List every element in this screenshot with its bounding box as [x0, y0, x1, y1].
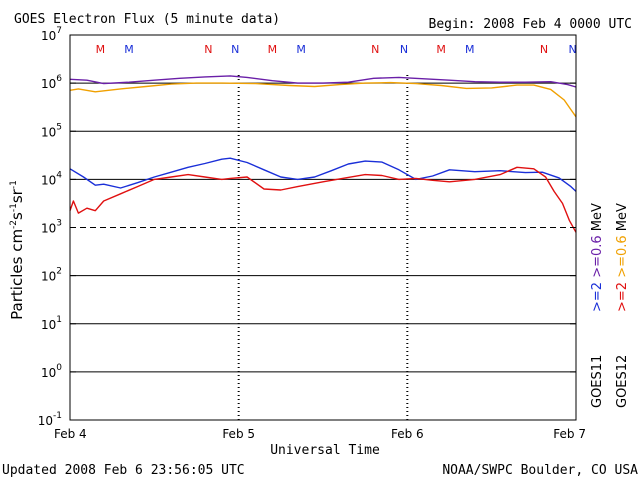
- updated-time: Updated 2008 Feb 6 23:56:05 UTC: [2, 463, 245, 478]
- y-tick-label: 104: [41, 170, 62, 187]
- legend-goes12: GOES12: [615, 355, 630, 408]
- y-axis-label-part: Particles cm: [8, 229, 26, 320]
- chart-title: GOES Electron Flux (5 minute data): [14, 12, 280, 27]
- mn-marker: N: [569, 43, 577, 56]
- series-line: [69, 166, 577, 233]
- y-tick-base: 10: [41, 173, 56, 187]
- x-tick-label: Feb 6: [391, 427, 424, 441]
- y-tick-base: 10: [38, 414, 53, 428]
- y-tick-exp: 4: [56, 170, 62, 180]
- legend-goes12-channels-part: >=0.6: [615, 235, 630, 277]
- y-tick-base: 10: [41, 222, 56, 236]
- mn-marker: N: [540, 43, 548, 56]
- series-line: [69, 75, 577, 88]
- mn-marker: N: [371, 43, 379, 56]
- legend-goes11-part: GOES11: [590, 355, 605, 408]
- mn-marker: M: [296, 43, 306, 56]
- mn-marker: M: [268, 43, 278, 56]
- x-tick-label: Feb 7: [553, 427, 586, 441]
- y-tick-base: 10: [41, 270, 56, 284]
- y-tick-exp: 6: [56, 74, 62, 84]
- mn-marker: M: [465, 43, 475, 56]
- y-tick-base: 10: [41, 29, 56, 43]
- mn-marker: M: [436, 43, 446, 56]
- mn-marker: N: [204, 43, 212, 56]
- y-axis-label-sup: -1: [9, 203, 19, 212]
- y-tick-label: 10-1: [38, 411, 62, 428]
- legend-goes12-channels-part: >=2: [615, 282, 630, 312]
- legend-goes12-channels-part: MeV: [615, 203, 630, 231]
- begin-time: Begin: 2008 Feb 4 0000 UTC: [429, 17, 633, 32]
- y-axis-label: Particles cm-2s-1sr-1: [8, 180, 26, 320]
- y-tick-base: 10: [41, 366, 56, 380]
- legend-goes11-channels-part: MeV: [590, 203, 605, 231]
- legend-goes12-channels: >=2 >=0.6 MeV: [615, 203, 630, 312]
- x-tick-label: Feb 4: [54, 427, 87, 441]
- y-tick-exp: 7: [56, 26, 62, 36]
- legend-goes11-channels-part: >=0.6: [590, 235, 605, 277]
- y-tick-exp: 1: [56, 315, 62, 325]
- legend: GOES11 GOES12>=2 >=0.6 MeV>=2 >=0.6 MeV: [590, 203, 630, 408]
- grid-lines: [70, 75, 576, 420]
- y-axis-label-part: s: [8, 212, 26, 220]
- y-tick-exp: 3: [56, 219, 62, 229]
- y-axis-label-part: sr: [8, 188, 26, 203]
- y-tick-label: 101: [41, 315, 62, 332]
- y-tick-exp: 2: [56, 267, 62, 277]
- mn-marker: M: [124, 43, 134, 56]
- legend-goes11-channels: >=2 >=0.6 MeV: [590, 203, 605, 312]
- y-axis-label-sup: -1: [9, 180, 19, 189]
- y-tick-base: 10: [41, 125, 56, 139]
- series-line: [69, 157, 577, 192]
- y-tick-label: 103: [41, 219, 62, 236]
- y-tick-exp: 0: [56, 363, 62, 373]
- y-axis-label-sup: -2: [9, 220, 19, 229]
- source-credit: NOAA/SWPC Boulder, CO USA: [442, 463, 638, 478]
- y-tick-base: 10: [41, 77, 56, 91]
- legend-goes11: GOES11: [590, 355, 605, 408]
- x-tick-labels: Feb 4 Feb 5 Feb 6 Feb 7: [54, 427, 586, 441]
- x-tick-label: Feb 5: [222, 427, 255, 441]
- y-tick-label: 106: [41, 74, 62, 91]
- mn-marker: N: [231, 43, 239, 56]
- y-tick-label: 105: [41, 122, 62, 139]
- mn-marker: M: [96, 43, 106, 56]
- y-tick-base: 10: [41, 318, 56, 332]
- series-lines: [69, 75, 577, 233]
- mn-marker: N: [400, 43, 408, 56]
- y-tick-label: 102: [41, 267, 62, 284]
- y-tick-label: 100: [41, 363, 62, 380]
- y-tick-label: 107: [41, 26, 62, 43]
- y-tick-exp: 5: [56, 122, 62, 132]
- legend-goes12-part: GOES12: [615, 355, 630, 408]
- legend-goes11-channels-part: >=2: [590, 282, 605, 312]
- series-line: [69, 81, 577, 118]
- x-axis-label: Universal Time: [270, 443, 380, 458]
- y-tick-exp: -1: [53, 411, 62, 421]
